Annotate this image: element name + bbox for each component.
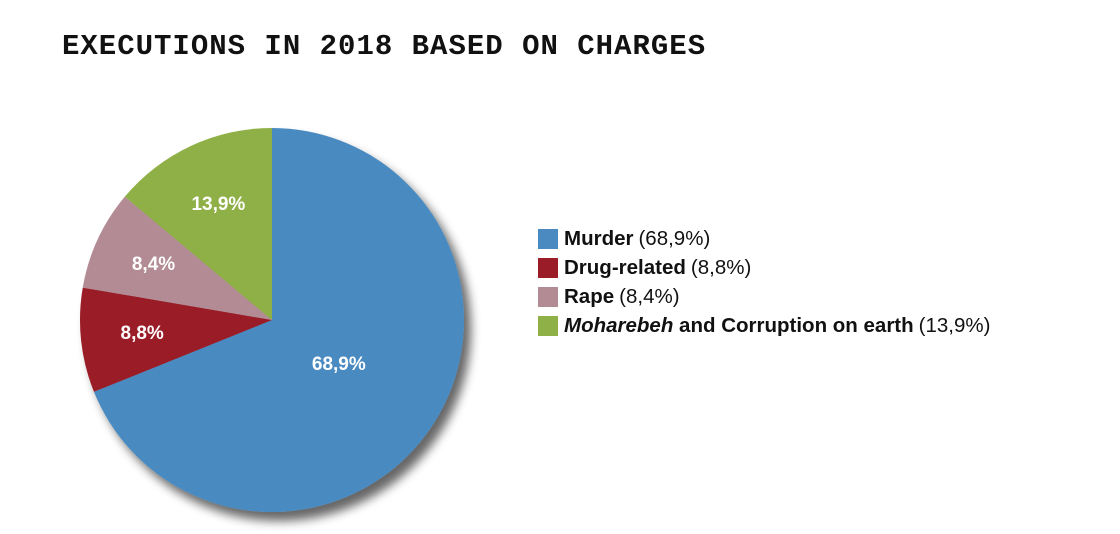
legend-item-moharebeh: Moharebeh and Corruption on earth (13,9%… [538, 311, 990, 340]
legend: Murder (68,9%) Drug-related (8,8%) Rape … [538, 224, 990, 340]
legend-swatch-rape [538, 286, 558, 307]
legend-swatch-moharebeh [538, 315, 558, 336]
pie-slice-rape [82, 196, 272, 320]
pie-slice-drug-related [79, 287, 272, 392]
chart-title: EXECUTIONS IN 2018 BASED ON CHARGES [62, 30, 707, 63]
legend-item-murder: Murder (68,9%) [538, 224, 990, 253]
legend-label-moharebeh-suffix: and Corruption on earth [673, 313, 914, 337]
legend-label-drug-related: Drug-related [564, 255, 686, 279]
legend-item-rape: Rape (8,4%) [538, 282, 990, 311]
slice-label-murder: 68,9% [312, 354, 366, 375]
slice-label-moharebeh: 13,9% [191, 194, 245, 215]
legend-label-rape: Rape [564, 284, 615, 308]
pie-chart: 68,9% 8,8% 8,4% 13,9% [79, 128, 465, 513]
legend-pct-rape: (8,4%) [619, 284, 680, 308]
legend-pct-moharebeh: (13,9%) [918, 313, 991, 337]
legend-label-murder: Murder [564, 226, 634, 250]
legend-pct-drug-related: (8,8%) [690, 255, 752, 279]
slice-label-rape: 8,4% [132, 254, 175, 275]
pie-slice-murder [93, 128, 465, 513]
legend-swatch-drug-related [538, 257, 558, 278]
slice-label-drug-related: 8,8% [121, 323, 164, 344]
legend-item-drug-related: Drug-related (8,8%) [538, 253, 990, 282]
legend-swatch-murder [538, 228, 558, 249]
pie-slice-moharebeh [124, 128, 272, 320]
legend-label-moharebeh: Moharebeh [564, 313, 674, 337]
legend-pct-murder: (68,9%) [638, 226, 711, 250]
